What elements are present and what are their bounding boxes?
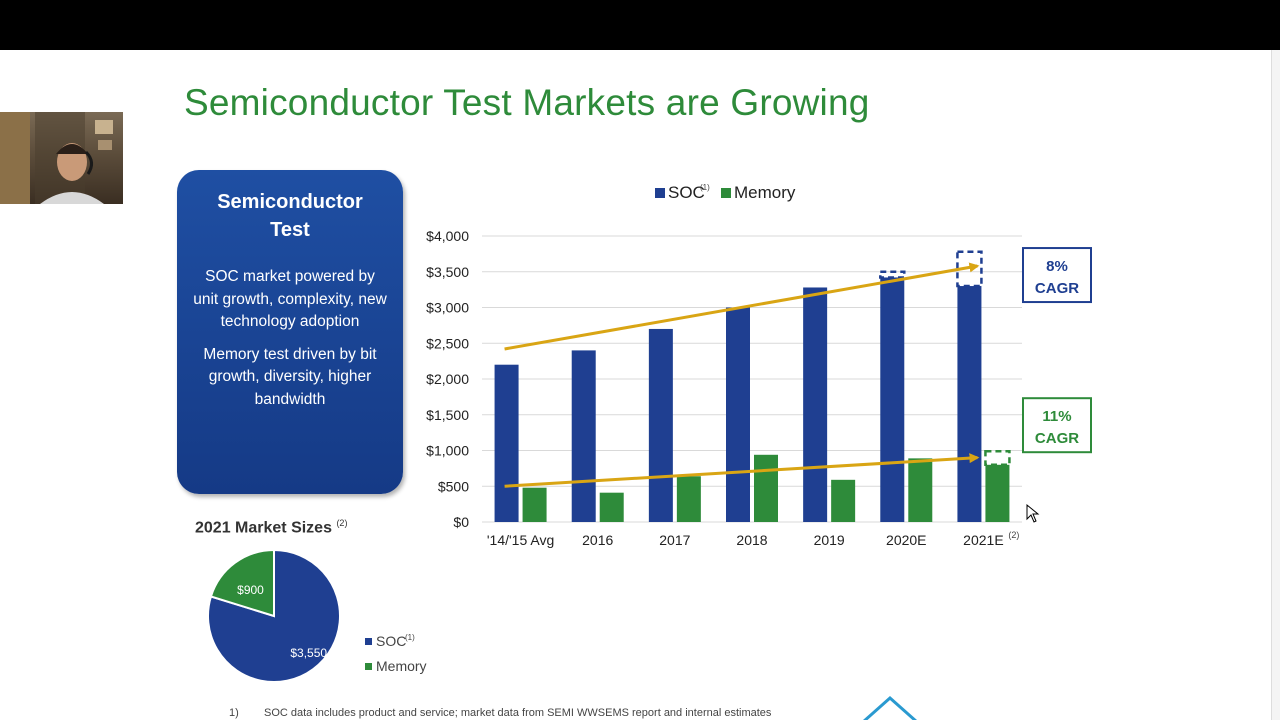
- x-tick-label: 2021E: [963, 532, 1003, 548]
- legend-swatch: [655, 188, 665, 198]
- info-box: Semiconductor Test SOC market powered by…: [177, 170, 403, 494]
- trend-arrow: [504, 453, 980, 488]
- bar-memory: [676, 476, 701, 522]
- slide-title: Semiconductor Test Markets are Growing: [184, 82, 870, 123]
- info-box-memory-text: Memory test driven by bit growth, divers…: [203, 345, 377, 408]
- pie-heading: 2021 Market Sizes (2): [195, 518, 348, 537]
- legend-swatch: [721, 188, 731, 198]
- legend-label: Memory: [734, 183, 796, 202]
- trend-arrow: [504, 262, 980, 351]
- cagr-box: [1022, 247, 1092, 304]
- logo-icon: [862, 695, 918, 720]
- y-tick-label: $3,000: [426, 300, 469, 316]
- x-tick-label: 2019: [814, 532, 845, 548]
- bar-memory: [522, 487, 547, 522]
- cursor-icon: [1026, 503, 1040, 523]
- x-tick-label: 2016: [582, 532, 613, 548]
- y-tick-label: $0: [453, 514, 469, 530]
- webcam-person-icon: [0, 112, 113, 204]
- x-tick-label: '14/'15 Avg: [487, 532, 554, 548]
- pie-chart: $3,550 $900 SOC(1) Memory: [207, 548, 427, 683]
- bar-memory: [754, 454, 778, 522]
- bar-memory: [831, 479, 856, 522]
- pie-legend-note: (1): [405, 633, 415, 642]
- pie-legend-swatch: [365, 663, 372, 670]
- footnote: 1) SOC data includes product and service;…: [229, 707, 772, 719]
- y-tick-label: $1,500: [426, 407, 469, 423]
- cagr-box: [1022, 397, 1092, 454]
- cagr-label: CAGR: [1035, 280, 1079, 297]
- pie-legend-swatch: [365, 638, 372, 645]
- x-tick-label: 2017: [659, 532, 690, 548]
- bar-memory: [985, 464, 1010, 522]
- bar-soc: [880, 277, 905, 522]
- dashed-forecast-bar: [956, 250, 983, 288]
- info-box-soc-text: SOC market powered by unit growth, compl…: [193, 268, 387, 330]
- cagr-percent: 8%: [1046, 258, 1068, 275]
- cagr-label: CAGR: [1035, 430, 1079, 447]
- y-tick-label: $4,000: [426, 228, 469, 244]
- dashed-forecast-bar: [879, 270, 906, 279]
- legend-label: SOC: [668, 183, 705, 202]
- pie-slice-memory: [209, 548, 275, 618]
- y-tick-label: $2,500: [426, 335, 469, 351]
- bar-soc: [571, 350, 596, 522]
- slide: Semiconductor Test Markets are Growing S…: [0, 50, 1280, 720]
- info-box-heading: Semiconductor Test: [217, 191, 363, 241]
- bar-memory: [599, 492, 624, 522]
- cagr-percent: 11%: [1042, 408, 1071, 425]
- bar-chart: $0 $500 $1,000 $1,500 $2,000 $2,500 $3,000 $3,5…: [426, 183, 1092, 548]
- bar-soc: [803, 287, 828, 522]
- y-tick-label: $2,000: [426, 371, 469, 387]
- x-tick-note: (2): [1008, 530, 1019, 540]
- pie-legend-label: SOC: [376, 633, 406, 649]
- bar-soc: [494, 364, 519, 522]
- bar-soc: [648, 328, 673, 522]
- pie-slice-label: $900: [237, 583, 264, 597]
- webcam-thumbnail[interactable]: [0, 112, 123, 204]
- cagr-callout: 8% CAGR: [1022, 247, 1092, 304]
- pie-legend-label: Memory: [376, 658, 427, 674]
- cagr-callout: 11% CAGR: [1022, 397, 1092, 454]
- y-tick-label: $500: [438, 478, 469, 494]
- legend-note: (1): [700, 183, 710, 192]
- dashed-forecast-bar: [984, 449, 1011, 467]
- bar-memory: [908, 458, 933, 522]
- x-tick-label: 2018: [736, 532, 767, 548]
- y-tick-label: $1,000: [426, 443, 469, 459]
- y-tick-label: $3,500: [426, 264, 469, 280]
- bar-soc: [726, 307, 750, 522]
- bar-soc: [957, 286, 982, 522]
- pie-slice-label: $3,550: [290, 646, 327, 660]
- x-tick-label: 2020E: [886, 532, 926, 548]
- pie-slice-soc: [207, 548, 341, 683]
- scrollbar[interactable]: [1271, 50, 1280, 720]
